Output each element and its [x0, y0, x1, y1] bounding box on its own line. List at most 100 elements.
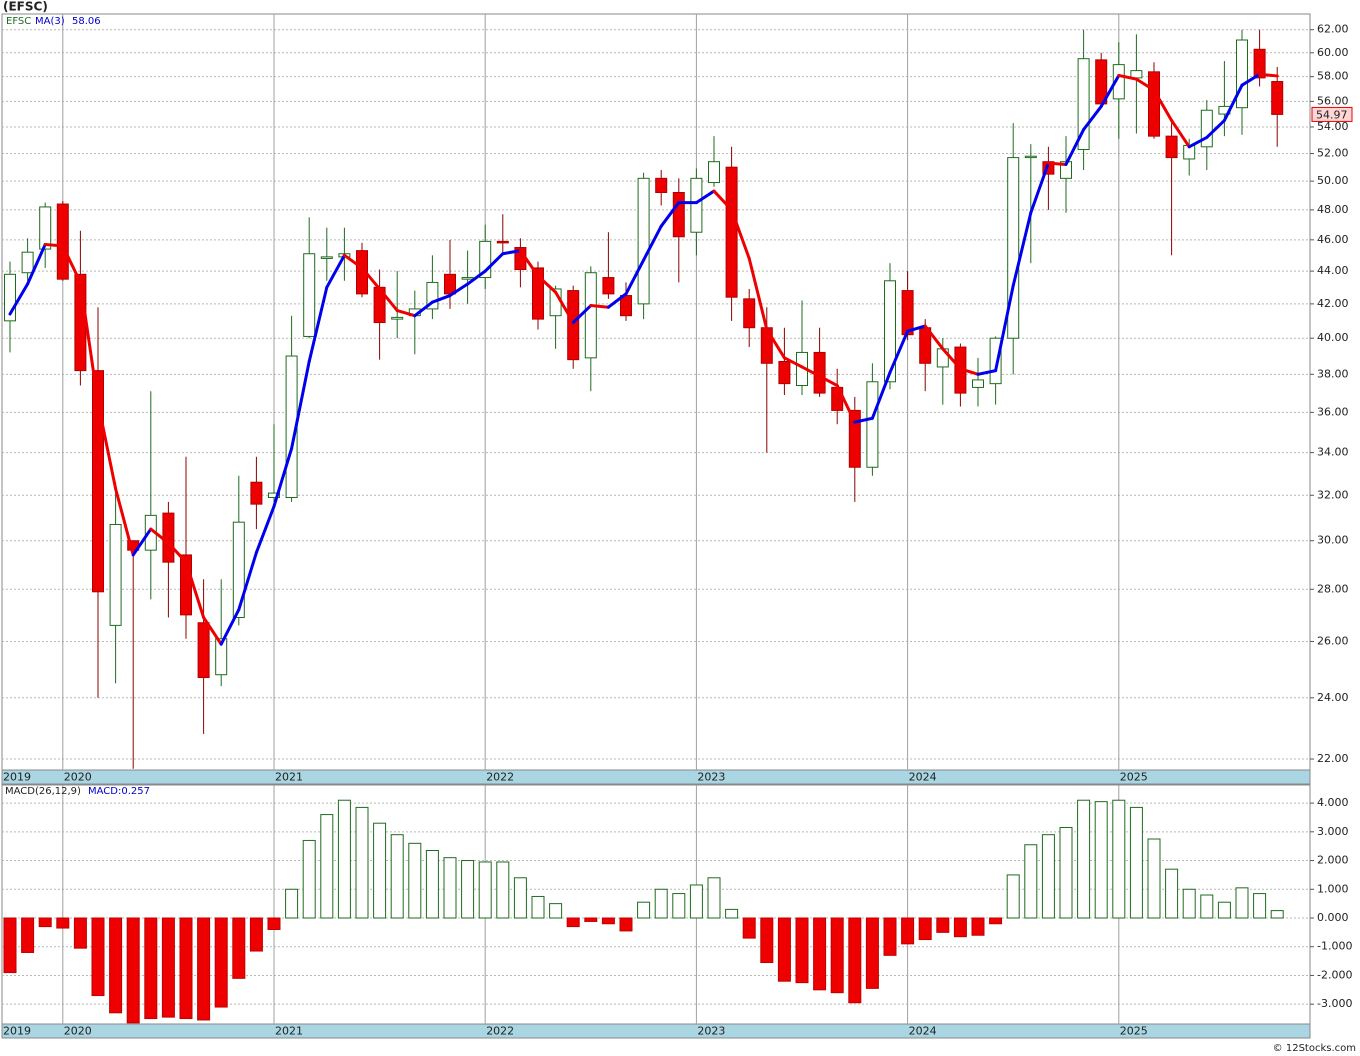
ma-name: MA(3): [35, 16, 65, 27]
ma-segment: [765, 327, 786, 360]
y-tick-label: 42.00: [1317, 297, 1349, 310]
y-tick-label: 3.000: [1317, 825, 1349, 838]
ma-segment: [782, 356, 804, 369]
y-tick-label: -2.000: [1317, 968, 1352, 981]
macd-bar: [1235, 887, 1249, 919]
macd-bar: [1041, 834, 1055, 919]
y-tick-label: 56.00: [1317, 94, 1349, 107]
macd-bar: [883, 917, 897, 956]
y-tick-label: 54.00: [1317, 120, 1349, 133]
candle-body: [303, 253, 316, 337]
ma-segment: [290, 359, 311, 450]
ma-segment: [78, 280, 100, 405]
macd-bar: [1006, 874, 1020, 919]
macd-bar: [373, 822, 387, 919]
macd-bar: [461, 860, 475, 919]
candle-body: [1148, 71, 1160, 137]
last-price-label: 54.97: [1316, 108, 1348, 121]
ma-segment: [888, 329, 910, 374]
candle-body: [56, 203, 69, 280]
ma-segment: [994, 284, 1015, 373]
ma-segment: [853, 416, 874, 424]
ma-segment: [712, 189, 734, 212]
macd-bar: [989, 917, 1003, 925]
macd-bar: [953, 917, 967, 938]
candle-body: [215, 638, 228, 676]
candle-body: [1024, 155, 1037, 159]
candle-body: [884, 280, 896, 383]
macd-bar: [689, 884, 703, 919]
ma-segment: [870, 370, 892, 420]
macd-bar: [1024, 844, 1038, 919]
macd-bar: [725, 908, 739, 919]
macd-bar: [1112, 799, 1126, 919]
ma-segment: [1258, 72, 1279, 78]
candle-body: [1236, 39, 1248, 109]
macd-bar: [584, 917, 598, 922]
candle-body: [4, 273, 16, 322]
ma-segment: [800, 365, 822, 378]
date-band: [1, 1023, 1311, 1039]
macd-bar: [21, 917, 35, 953]
ma-segment: [642, 224, 663, 262]
macd-bar: [742, 917, 756, 939]
macd-bar: [320, 814, 334, 919]
ma-segment: [184, 560, 206, 619]
macd-bar: [126, 917, 140, 1024]
macd-bar: [496, 861, 510, 919]
y-tick-label: 28.00: [1317, 582, 1349, 595]
candle-body: [1007, 157, 1020, 339]
ma-segment: [378, 287, 399, 313]
macd-bar: [813, 917, 827, 991]
macd-bar: [109, 917, 123, 1014]
macd-bar: [672, 893, 686, 919]
candle-body: [1112, 64, 1125, 100]
macd-bar: [1165, 868, 1179, 919]
x-tick-label: 2019: [3, 1025, 31, 1038]
x-tick-label: 2024: [909, 771, 937, 784]
macd-bar: [1217, 901, 1231, 919]
candle-body: [584, 272, 597, 359]
y-tick-label: 62.00: [1317, 23, 1349, 36]
ma-segment: [272, 446, 294, 508]
y-tick-label: 0.000: [1317, 911, 1349, 924]
y-tick-label: 32.00: [1317, 488, 1349, 501]
candle-body: [21, 251, 34, 274]
macd-bar: [408, 842, 422, 919]
y-tick-label: 24.00: [1317, 691, 1349, 704]
macd-bar: [918, 917, 932, 941]
ma-value-label: 58.06: [72, 16, 101, 27]
ma-segment: [571, 304, 593, 325]
macd-bar: [144, 917, 158, 1020]
candle-body: [92, 370, 104, 593]
macd-bar: [1094, 801, 1108, 919]
date-band: [1, 769, 1311, 785]
candle-body: [1253, 48, 1266, 79]
y-tick-label: 36.00: [1317, 405, 1349, 418]
macd-title: MACD(26,12,9): [5, 786, 81, 797]
macd-bar: [3, 917, 17, 974]
y-tick-label: 50.00: [1317, 174, 1349, 187]
candle-body: [426, 281, 439, 310]
candle-body: [778, 360, 791, 385]
ma-segment: [1152, 88, 1174, 122]
macd-bar: [1182, 888, 1196, 919]
candle-body: [162, 512, 175, 563]
x-tick-label: 2021: [275, 771, 303, 784]
y-tick-label: 1.000: [1317, 882, 1349, 895]
y-tick-label: 2.000: [1317, 854, 1349, 867]
macd-bar: [214, 917, 228, 1008]
x-tick-label: 2025: [1120, 1025, 1148, 1038]
macd-bar: [1253, 893, 1267, 919]
y-tick-label: 46.00: [1317, 233, 1349, 246]
x-tick-label: 2020: [64, 1025, 92, 1038]
ma-segment: [694, 189, 716, 205]
candle-body: [1077, 58, 1090, 150]
ma-segment: [501, 249, 522, 256]
macd-bar: [637, 901, 651, 919]
candle-body: [39, 206, 52, 250]
candle-body: [708, 161, 720, 184]
ma-segment: [131, 527, 153, 557]
ma-segment: [1117, 73, 1138, 81]
ma-segment: [659, 201, 681, 228]
